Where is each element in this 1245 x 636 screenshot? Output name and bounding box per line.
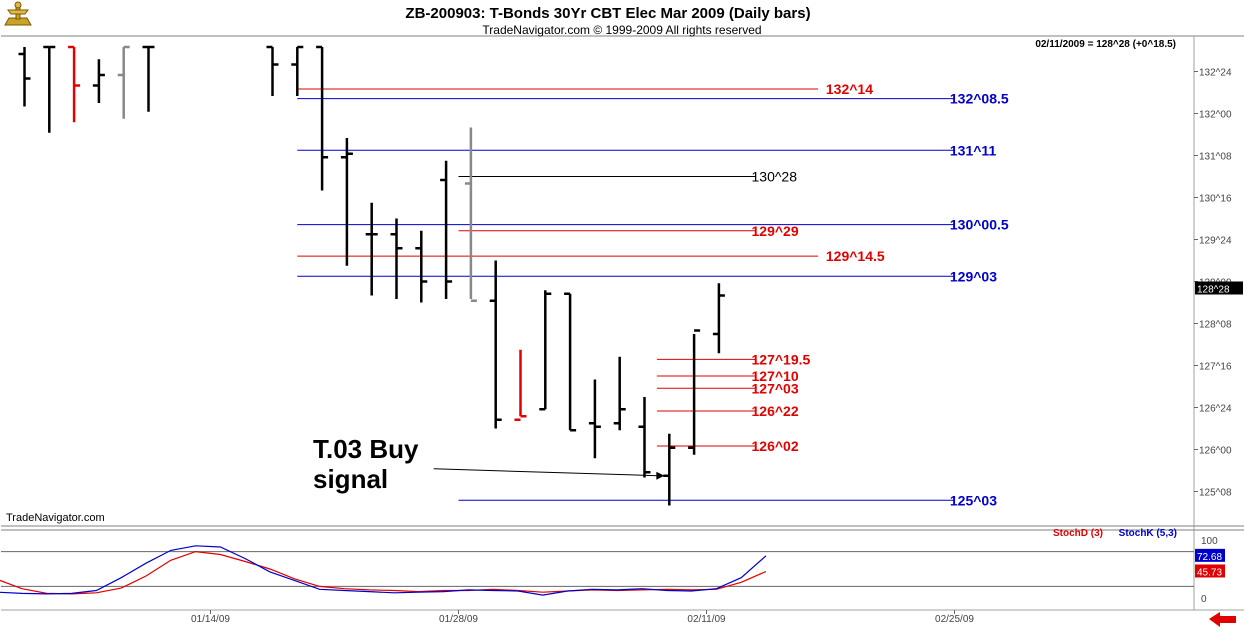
level-label: 129^03	[950, 268, 997, 284]
level-label: 127^03	[752, 380, 799, 396]
annotation-text-line2: signal	[313, 464, 388, 494]
price-bar	[464, 127, 477, 302]
price-bar	[43, 45, 56, 133]
logo-icon	[4, 1, 32, 26]
chart-title: ZB-200903: T-Bonds 30Yr CBT Elec Mar 200…	[405, 5, 810, 22]
watermark-text: TradeNavigator.com	[6, 512, 105, 524]
level-label: 130^28	[752, 169, 798, 185]
price-bar	[68, 45, 81, 123]
annotation-arrow-head	[656, 471, 665, 480]
stoch-scale-0: 0	[1201, 594, 1207, 605]
price-bar	[117, 45, 130, 119]
y-tick-label: 132^00	[1199, 110, 1232, 121]
price-bar	[514, 349, 527, 421]
level-label: 132^08.5	[950, 91, 1009, 107]
price-bar	[142, 45, 155, 112]
y-tick-label: 130^16	[1199, 194, 1232, 205]
price-bar	[613, 356, 626, 431]
y-tick-label: 128^08	[1199, 320, 1232, 331]
y-tick-label: 131^08	[1199, 152, 1232, 163]
price-bar	[266, 45, 279, 96]
level-label: 129^29	[752, 223, 799, 239]
stochd-value-label: 45.73	[1197, 567, 1222, 578]
stochk-value-box	[1195, 548, 1225, 562]
price-bar	[390, 218, 403, 299]
stochk-value-label: 72.68	[1197, 552, 1222, 563]
y-tick-label: 126^24	[1199, 404, 1232, 415]
y-tick-label: 132^24	[1199, 68, 1232, 79]
price-bar	[291, 45, 304, 96]
last-price-box	[1195, 281, 1243, 295]
y-tick-label: 126^00	[1199, 446, 1232, 457]
price-bar	[638, 397, 651, 478]
level-label: 132^14	[826, 81, 873, 97]
price-bar	[340, 138, 353, 266]
x-tick-label: 01/28/09	[439, 614, 478, 625]
price-bar	[712, 283, 725, 354]
stochk-legend: StochK (5,3)	[1119, 528, 1177, 539]
y-tick-label: 127^16	[1199, 362, 1232, 373]
stoch-scale-100: 100	[1201, 536, 1218, 547]
price-bar	[92, 59, 105, 103]
level-label: 127^19.5	[752, 351, 811, 367]
x-tick-label: 02/11/09	[687, 614, 726, 625]
price-bar	[539, 290, 552, 411]
stochk-line	[0, 545, 767, 596]
level-label: 131^11	[950, 142, 997, 158]
price-bar	[365, 202, 378, 296]
last-price-label: 128^28	[1197, 285, 1230, 296]
last-price-readout: 02/11/2009 = 128^28 (+0^18.5)	[1035, 39, 1176, 50]
price-bar	[688, 329, 701, 455]
scroll-right-arrow-icon[interactable]	[1209, 612, 1236, 627]
price-bar	[489, 260, 502, 429]
annotation-text-line1: T.03 Buy	[313, 434, 419, 464]
price-bar	[415, 230, 428, 303]
annotation-arrow-line	[433, 468, 659, 477]
level-label: 127^10	[752, 368, 799, 384]
stochd-legend: StochD (3)	[1053, 528, 1103, 539]
price-bar	[18, 47, 31, 107]
level-label: 130^00.5	[950, 217, 1009, 233]
y-tick-label: 125^08	[1199, 488, 1232, 499]
price-bar	[588, 379, 601, 459]
level-label: 126^22	[752, 403, 799, 419]
chart-subtitle: TradeNavigator.com © 1999-2009 All right…	[482, 23, 761, 37]
x-tick-label: 01/14/09	[191, 614, 230, 625]
level-label: 126^02	[752, 438, 799, 454]
level-label: 125^03	[950, 492, 997, 508]
level-label: 129^14.5	[826, 248, 885, 264]
price-bar	[440, 160, 453, 299]
y-tick-label: 129^24	[1199, 236, 1232, 247]
price-bar	[316, 45, 329, 191]
stochd-value-box	[1195, 564, 1225, 578]
price-bar	[564, 292, 577, 432]
x-tick-label: 02/25/09	[935, 614, 974, 625]
stochd-line	[0, 550, 767, 595]
